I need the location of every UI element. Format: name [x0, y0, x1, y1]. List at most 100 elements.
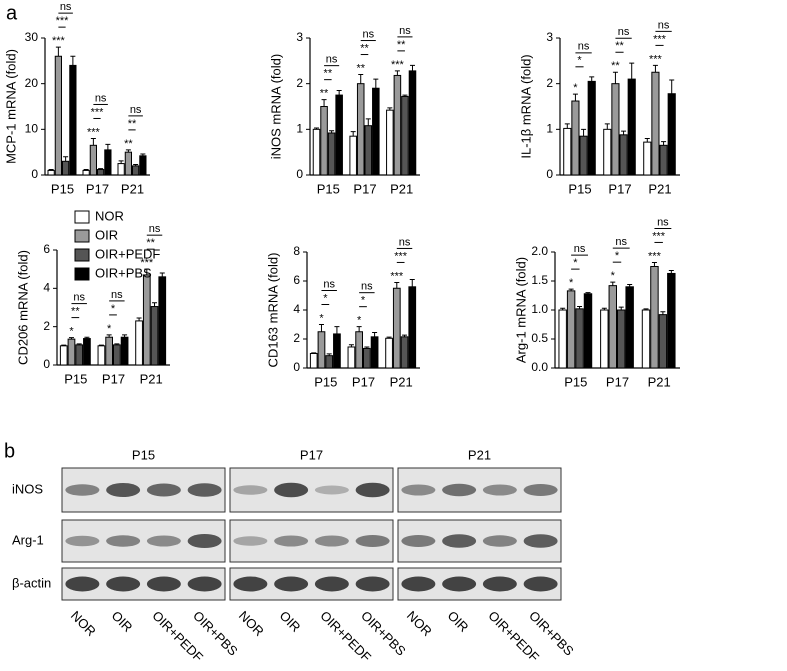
bar	[611, 83, 620, 176]
bar	[150, 306, 159, 366]
y-tick-label: 30	[25, 30, 39, 44]
significance-label: *	[573, 257, 578, 269]
y-tick-label: 2	[43, 319, 50, 333]
error-bar	[409, 279, 415, 287]
significance-label: **	[146, 237, 155, 249]
bar	[563, 127, 572, 176]
significance-label: **	[615, 40, 624, 52]
significance-label: ***	[652, 230, 666, 242]
y-tick-label: 3	[296, 30, 303, 44]
significance-label: ns	[323, 278, 335, 290]
error-bar	[48, 169, 54, 171]
blot-band	[233, 485, 268, 495]
blot-band	[106, 535, 141, 547]
bar	[104, 149, 112, 176]
blot-band	[146, 576, 181, 592]
error-bar	[136, 317, 142, 321]
y-tick-label: 0	[293, 360, 300, 374]
blot-lane-label: NOR	[404, 608, 435, 639]
bar	[583, 293, 593, 369]
significance-label: *	[573, 82, 578, 94]
bar	[641, 309, 651, 369]
error-bar	[581, 128, 587, 137]
error-bar	[572, 93, 578, 102]
significance-label: *	[319, 312, 324, 324]
bar	[600, 309, 609, 369]
significance-label: ns	[615, 236, 627, 248]
error-bar	[365, 118, 371, 126]
blot-band	[401, 576, 436, 592]
significance-label: *	[357, 315, 362, 327]
blot-band	[442, 483, 477, 497]
bar	[608, 285, 617, 369]
x-tick-label: P17	[352, 374, 375, 389]
error-bar	[144, 268, 150, 275]
bar	[558, 309, 567, 369]
blot-band	[401, 484, 436, 496]
error-bar	[326, 353, 332, 356]
significance-label: ns	[618, 26, 630, 38]
blot-band	[355, 535, 390, 547]
error-bar	[621, 130, 627, 135]
x-tick-label: P21	[648, 374, 671, 389]
error-bar	[350, 131, 356, 137]
y-tick-label: 1.5	[531, 273, 548, 287]
significance-label: ***	[52, 35, 66, 47]
error-bar	[577, 306, 583, 309]
error-bar	[394, 281, 400, 289]
significance-label: ***	[648, 250, 662, 262]
error-bar	[394, 70, 400, 76]
x-tick-label: P17	[606, 374, 629, 389]
blot-band	[65, 484, 100, 496]
blot-band	[523, 576, 558, 592]
error-bar	[133, 163, 139, 166]
bar	[603, 128, 612, 176]
bar	[643, 141, 652, 176]
significance-label: ns	[399, 236, 411, 248]
y-tick-label: 2	[293, 331, 300, 345]
error-bar	[311, 352, 317, 354]
error-bar	[329, 130, 335, 133]
x-tick-label: P15	[51, 181, 74, 196]
error-bar	[652, 64, 658, 73]
significance-label: ns	[95, 92, 107, 104]
legend-label: NOR	[95, 208, 124, 223]
bar	[659, 144, 668, 176]
error-bar	[386, 336, 392, 339]
error-bar	[644, 137, 650, 143]
blot-band	[65, 576, 100, 592]
error-bar	[159, 272, 165, 277]
error-bar	[402, 334, 408, 337]
error-bar	[661, 141, 667, 146]
bar	[575, 308, 584, 369]
significance-label: *	[69, 325, 74, 337]
x-tick-label: P21	[390, 181, 413, 196]
panel-label: a	[6, 2, 18, 24]
significance-label: *	[615, 250, 620, 262]
bar	[309, 353, 318, 369]
x-tick-label: P17	[86, 181, 109, 196]
legend-swatch	[74, 229, 90, 243]
significance-label: **	[611, 60, 620, 72]
significance-label: ***	[649, 53, 663, 65]
error-bar	[387, 107, 393, 111]
significance-label: ***	[390, 270, 404, 282]
x-tick-label: P15	[564, 374, 587, 389]
y-tick-label: 6	[43, 242, 50, 256]
significance-label: ns	[60, 1, 72, 13]
blot-band	[314, 485, 349, 495]
blot-band	[233, 576, 268, 592]
significance-label: ns	[658, 19, 670, 31]
blot-band	[65, 535, 100, 547]
bar	[372, 87, 380, 176]
error-bar	[651, 261, 657, 267]
error-bar	[61, 344, 67, 346]
y-tick-label: 0.0	[531, 360, 548, 374]
error-bar	[70, 55, 76, 66]
y-tick-label: 2.0	[531, 244, 548, 258]
bar	[69, 64, 77, 176]
error-bar	[668, 270, 674, 274]
bar	[97, 345, 106, 366]
blot-band	[401, 535, 436, 547]
